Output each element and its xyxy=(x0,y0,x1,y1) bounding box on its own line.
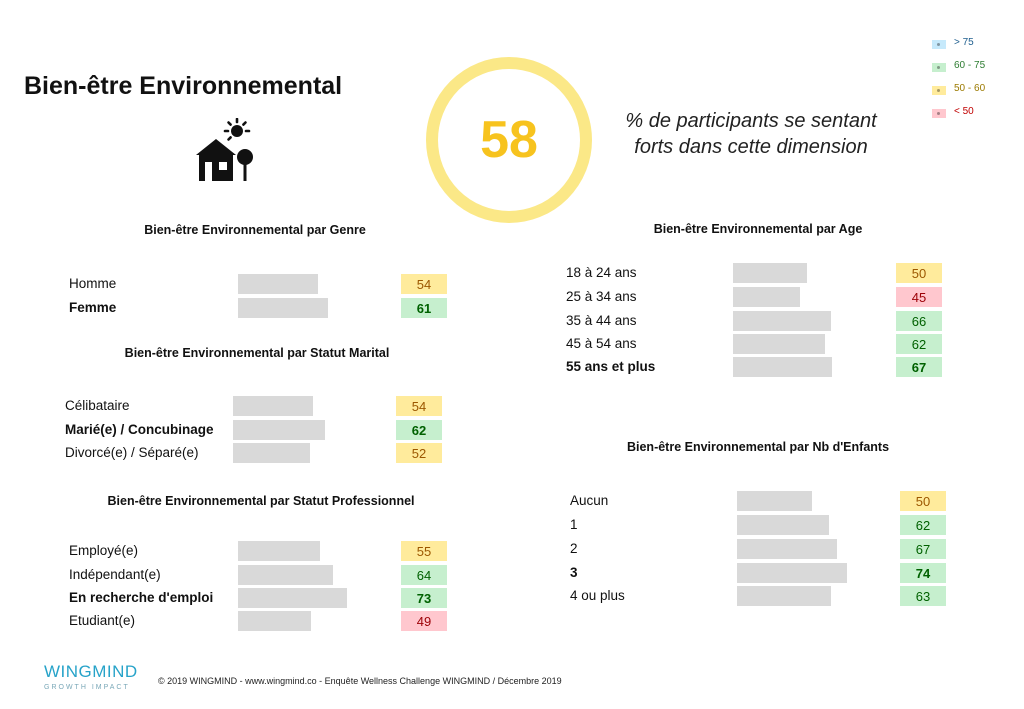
category-label: En recherche d'emploi xyxy=(69,590,214,605)
score-caption: % de participants se sentant forts dans … xyxy=(596,108,906,160)
bar xyxy=(733,334,825,354)
legend-swatch xyxy=(932,109,946,118)
bar xyxy=(233,443,310,463)
bar xyxy=(733,287,800,307)
bar xyxy=(737,515,829,535)
value-cell: 54 xyxy=(401,274,447,294)
value-cell: 62 xyxy=(900,515,946,535)
value-cell: 66 xyxy=(896,311,942,331)
wingmind-logo: WINGMIND xyxy=(44,662,138,681)
chart-title: Bien-être Environnemental par Age xyxy=(653,222,863,236)
bar xyxy=(238,541,320,561)
value-cell: 63 xyxy=(900,586,946,606)
chart-title: Bien-être Environnemental par Statut Pro… xyxy=(107,494,415,508)
value-cell: 73 xyxy=(401,588,447,608)
legend-label: < 50 xyxy=(954,106,974,117)
bar xyxy=(733,357,832,377)
category-label: Homme xyxy=(69,276,117,291)
category-label: 4 ou plus xyxy=(570,588,625,603)
bar xyxy=(238,611,311,631)
chart-title: Bien-être Environnemental par Nb d'Enfan… xyxy=(626,440,890,454)
legend-swatch xyxy=(932,40,946,49)
score-caption-line-2: forts dans cette dimension xyxy=(634,136,868,158)
value-cell: 67 xyxy=(900,539,946,559)
bar xyxy=(238,565,333,585)
value-cell: 62 xyxy=(896,334,942,354)
bar xyxy=(233,420,325,440)
bar xyxy=(737,491,812,511)
category-label: Etudiant(e) xyxy=(69,613,136,628)
page-title: Bien-être Environnemental xyxy=(24,72,343,100)
category-label: Marié(e) / Concubinage xyxy=(65,422,214,437)
bar xyxy=(733,311,831,331)
value-cell: 74 xyxy=(900,563,946,583)
bar xyxy=(238,588,347,608)
category-label: Aucun xyxy=(570,493,609,508)
category-label: 18 à 24 ans xyxy=(566,265,637,280)
wingmind-logo-tagline: GROWTH IMPACT xyxy=(44,684,130,691)
legend-swatch xyxy=(932,86,946,95)
value-cell: 50 xyxy=(900,491,946,511)
legend-label: 50 - 60 xyxy=(954,83,986,94)
house-tree-sun-icon xyxy=(196,118,253,181)
bar xyxy=(737,539,837,559)
footer-copyright: © 2019 WINGMIND - www.wingmind.co - Enqu… xyxy=(158,676,562,686)
legend-label: 60 - 75 xyxy=(954,60,986,71)
value-cell: 55 xyxy=(401,541,447,561)
bar xyxy=(737,586,831,606)
value-cell: 64 xyxy=(401,565,447,585)
category-label: 35 à 44 ans xyxy=(566,313,637,328)
value-cell: 49 xyxy=(401,611,447,631)
value-cell: 50 xyxy=(896,263,942,283)
category-label: Divorcé(e) / Séparé(e) xyxy=(65,445,199,460)
bar xyxy=(733,263,807,283)
category-label: 3 xyxy=(570,565,578,580)
category-label: Célibataire xyxy=(65,398,130,413)
value-cell: 52 xyxy=(396,443,442,463)
bar xyxy=(238,298,328,318)
category-label: 25 à 34 ans xyxy=(566,289,637,304)
category-label: 55 ans et plus xyxy=(566,359,656,374)
chart-title: Bien-être Environnemental par Statut Mar… xyxy=(124,346,390,360)
category-label: 45 à 54 ans xyxy=(566,336,637,351)
bar xyxy=(233,396,313,416)
bar xyxy=(737,563,847,583)
value-cell: 67 xyxy=(896,357,942,377)
legend-swatch xyxy=(932,63,946,72)
value-cell: 62 xyxy=(396,420,442,440)
bar xyxy=(238,274,318,294)
value-cell: 61 xyxy=(401,298,447,318)
chart-title: Bien-être Environnemental par Genre xyxy=(144,223,366,237)
value-cell: 54 xyxy=(396,396,442,416)
category-label: Employé(e) xyxy=(69,543,139,558)
legend-label: > 75 xyxy=(954,37,974,48)
score-caption-line-1: % de participants se sentant xyxy=(625,110,877,132)
category-label: Indépendant(e) xyxy=(69,567,161,582)
score-value: 58 xyxy=(480,111,538,169)
value-cell: 45 xyxy=(896,287,942,307)
category-label: 1 xyxy=(570,517,578,532)
category-label: 2 xyxy=(570,541,578,556)
category-label: Femme xyxy=(69,300,117,315)
